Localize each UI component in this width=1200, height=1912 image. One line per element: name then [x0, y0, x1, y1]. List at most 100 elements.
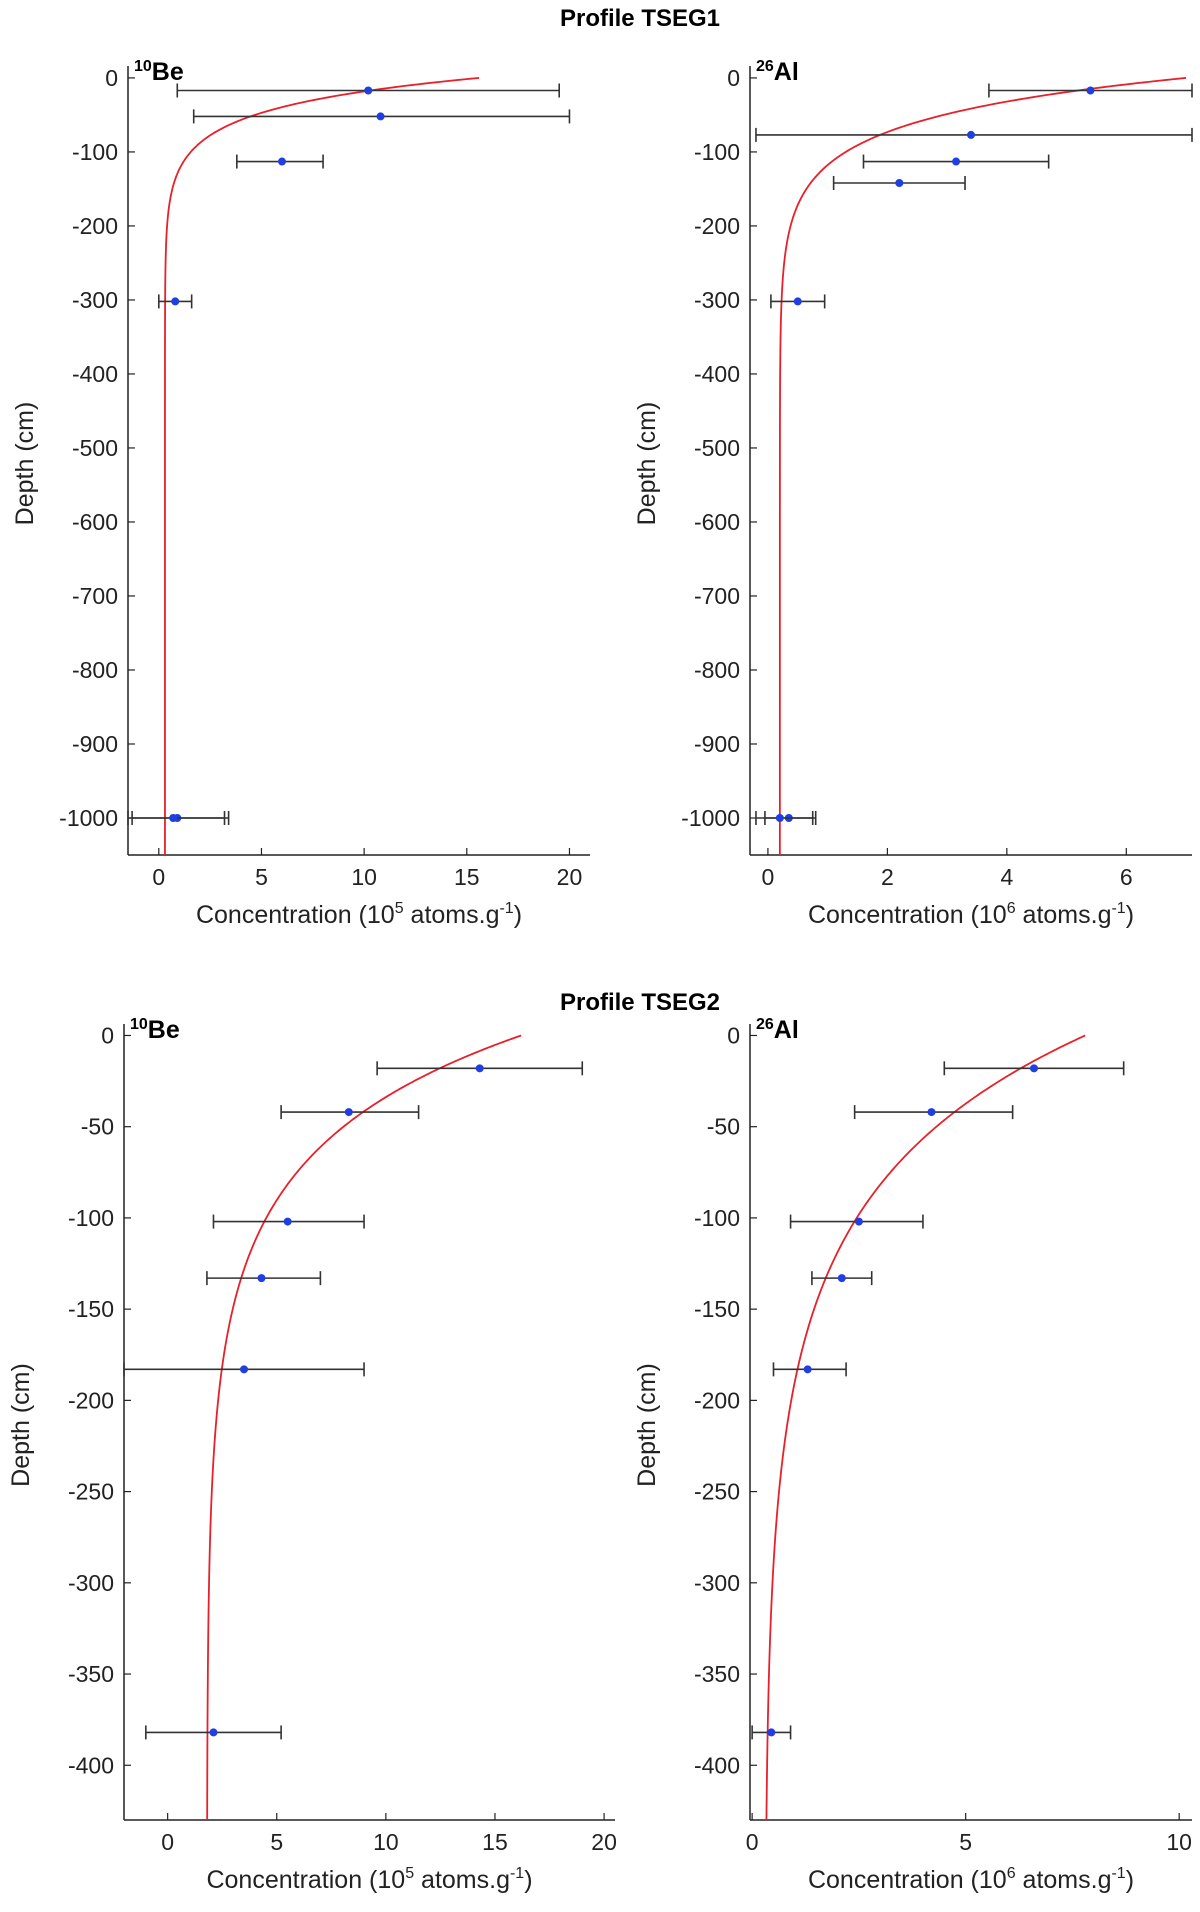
- chart-panel-tseg2-be: 0 -50 -100 -150 -200 -250 -300 -350 -400 0 5 10 15 20…: [7, 1016, 617, 1894]
- y-tick-label: -500: [72, 435, 118, 461]
- x-tick-label: 4: [1000, 864, 1013, 890]
- x-tick-label: 0: [746, 1829, 759, 1855]
- y-tick-label: -150: [694, 1296, 740, 1322]
- y-tick-label: -300: [694, 287, 740, 313]
- x-tick-label: 10: [1166, 1829, 1192, 1855]
- data-point: [803, 1365, 812, 1374]
- y-tick-label: -200: [68, 1387, 114, 1413]
- y-tick-label: 0: [727, 1022, 740, 1048]
- x-axis-label-part: atoms.g: [1016, 1866, 1112, 1894]
- y-tick-label: -300: [694, 1570, 740, 1596]
- isotope-label: 10Be: [130, 1016, 180, 1044]
- isotope-mass: 10: [130, 1016, 148, 1033]
- x-axis-label: Concentration (105 atoms.g-1): [196, 900, 522, 929]
- x-tick-label: 5: [270, 1829, 283, 1855]
- data-point: [1029, 1064, 1038, 1073]
- y-tick-label: -250: [694, 1479, 740, 1505]
- data-point: [283, 1217, 292, 1226]
- data-point: [837, 1274, 846, 1283]
- y-tick-label: -350: [694, 1661, 740, 1687]
- y-tick-label: -150: [68, 1296, 114, 1322]
- x-tick-label: 0: [161, 1829, 174, 1855]
- isotope-symbol: Al: [774, 1016, 799, 1044]
- y-tick-label: -200: [72, 213, 118, 239]
- data-point: [895, 179, 904, 188]
- y-tick-label: -400: [694, 361, 740, 387]
- x-axis-label-part: Concentration (10: [206, 1866, 405, 1894]
- x-tick-label: 20: [557, 864, 583, 890]
- y-axis-label: Depth (cm): [7, 1363, 35, 1487]
- x-tick-label: 2: [881, 864, 894, 890]
- x-axis-label-part: Concentration (10: [808, 901, 1007, 929]
- x-axis-label-part: ): [514, 901, 522, 929]
- y-tick-label: -800: [72, 657, 118, 683]
- chart-panel-tseg1-be: 0-100-200-300-400-500-600-700-800-900-10…: [11, 58, 590, 929]
- y-tick-label: -350: [68, 1661, 114, 1687]
- y-tick-label: -1000: [681, 805, 740, 831]
- y-tick-label: -100: [72, 139, 118, 165]
- data-point: [169, 813, 178, 822]
- isotope-label: 26Al: [756, 1016, 799, 1044]
- x-axis-label-part: -1: [510, 1865, 524, 1882]
- fit-curve: [778, 77, 1187, 855]
- x-axis-label-part: atoms.g: [404, 901, 500, 929]
- y-tick-label: 0: [101, 1022, 114, 1048]
- data-point: [364, 86, 373, 95]
- y-tick-label: -250: [68, 1479, 114, 1505]
- fit-curve: [765, 1034, 1086, 1821]
- y-tick-label: -300: [68, 1570, 114, 1596]
- x-tick-label: 6: [1120, 864, 1133, 890]
- y-tick-label: -600: [72, 509, 118, 535]
- x-tick-label: 10: [351, 864, 377, 890]
- y-tick-label: -700: [72, 583, 118, 609]
- x-tick-label: 0: [152, 864, 165, 890]
- x-axis-label-part: atoms.g: [414, 1866, 510, 1894]
- section-title-tseg1: Profile TSEG1: [560, 5, 720, 32]
- y-axis-label: Depth (cm): [633, 1363, 661, 1487]
- data-point: [344, 1108, 353, 1117]
- x-axis-label-part: 6: [1007, 900, 1016, 917]
- data-point: [376, 112, 385, 121]
- isotope-label: 10Be: [134, 58, 184, 86]
- data-point: [967, 130, 975, 139]
- data-point: [278, 157, 286, 166]
- chart-panel-tseg2-al: 0 -50 -100 -150 -200 -250 -300 -350 -400 0 5 10 Dept…: [633, 1016, 1192, 1894]
- x-axis-label-part: 6: [1007, 1865, 1016, 1882]
- isotope-symbol: Be: [152, 58, 184, 86]
- y-tick-label: -50: [707, 1114, 740, 1140]
- y-tick-label: -900: [694, 731, 740, 757]
- y-tick-label: -900: [72, 731, 118, 757]
- data-point: [767, 1728, 776, 1737]
- y-axis-label: Depth (cm): [633, 402, 661, 526]
- x-tick-label: 0: [762, 864, 775, 890]
- x-axis-label-part: Concentration (10: [196, 901, 395, 929]
- y-tick-label: -400: [68, 1752, 114, 1778]
- y-tick-label: -700: [694, 583, 740, 609]
- y-tick-label: -200: [694, 1387, 740, 1413]
- y-tick-label: 0: [105, 65, 118, 91]
- y-tick-label: -600: [694, 509, 740, 535]
- data-point: [1086, 86, 1095, 95]
- y-tick-label: -100: [694, 139, 740, 165]
- isotope-mass: 10: [134, 58, 152, 75]
- x-axis-label-part: 5: [405, 1865, 414, 1882]
- x-tick-label: 15: [482, 1829, 508, 1855]
- isotope-symbol: Al: [774, 58, 799, 86]
- y-tick-label: 0: [727, 65, 740, 91]
- chart-panel-tseg1-al: 0-100-200-300-400-500-600-700-800-900-10…: [633, 58, 1193, 929]
- x-axis-label-part: 5: [395, 900, 404, 917]
- isotope-mass: 26: [756, 58, 774, 75]
- y-tick-label: -500: [694, 435, 740, 461]
- y-tick-label: -400: [694, 1752, 740, 1778]
- data-point: [257, 1274, 266, 1283]
- y-tick-label: -100: [68, 1205, 114, 1231]
- y-tick-label: -50: [81, 1114, 114, 1140]
- x-axis-label: Concentration (106 atoms.g-1): [808, 1865, 1134, 1894]
- x-tick-label: 10: [373, 1829, 399, 1855]
- x-axis-label-part: -1: [499, 900, 513, 917]
- isotope-mass: 26: [756, 1016, 774, 1033]
- section-title-tseg2: Profile TSEG2: [560, 989, 720, 1016]
- x-tick-label: 5: [255, 864, 268, 890]
- y-tick-label: -200: [694, 213, 740, 239]
- x-axis-label-part: -1: [1111, 900, 1125, 917]
